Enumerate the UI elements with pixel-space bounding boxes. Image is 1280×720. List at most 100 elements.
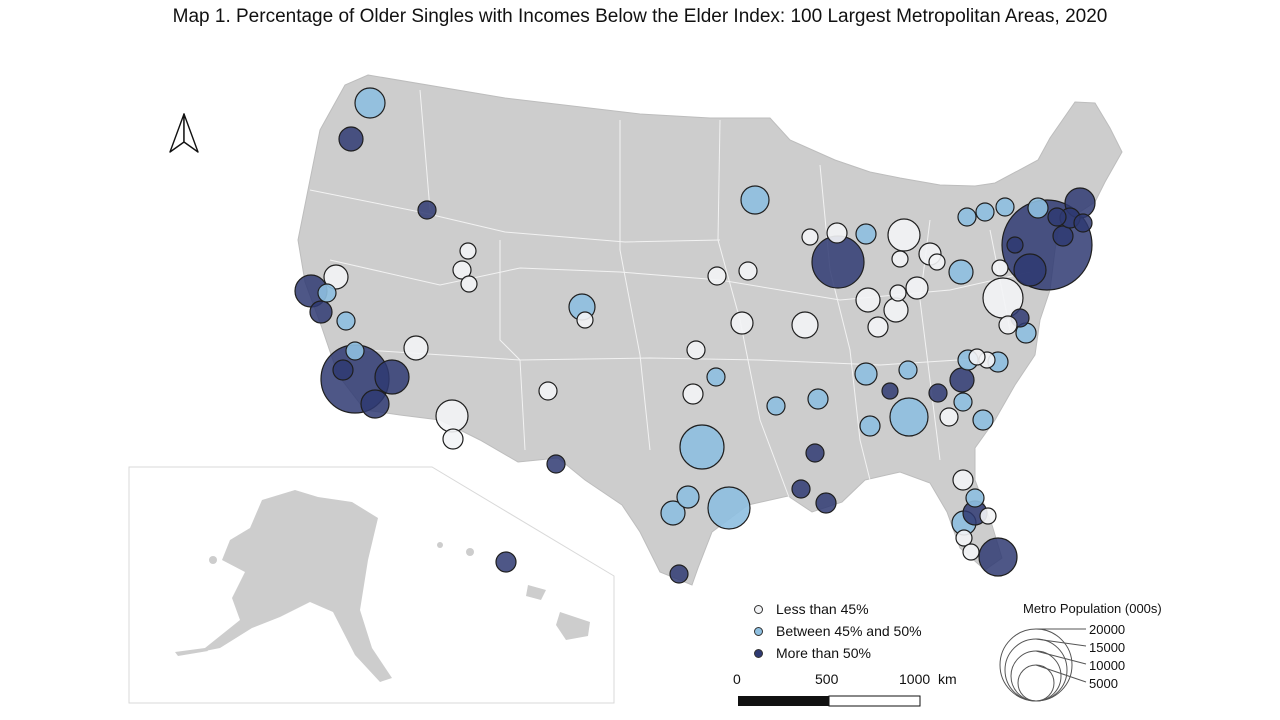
metro-circle-low bbox=[855, 287, 881, 313]
metro-circle-high bbox=[669, 564, 689, 584]
metro-circle-mid bbox=[948, 259, 974, 285]
size-leader bbox=[1035, 664, 1087, 683]
metro-circle-high bbox=[546, 454, 566, 474]
metro-circle-high bbox=[374, 359, 410, 395]
metro-circle-low bbox=[707, 266, 727, 286]
legend-swatch-low bbox=[754, 605, 763, 614]
size-circle-15000 bbox=[1004, 638, 1068, 702]
legend-swatch-mid bbox=[754, 627, 763, 636]
metro-circle-low bbox=[576, 311, 594, 329]
metro-circle-low bbox=[991, 259, 1009, 277]
metro-circle-mid bbox=[972, 409, 994, 431]
scale-unit: km bbox=[938, 671, 957, 687]
metro-circle-low bbox=[905, 276, 929, 300]
alaska-inset bbox=[128, 466, 615, 704]
metro-circle-low bbox=[686, 340, 706, 360]
metro-circle-low bbox=[968, 348, 986, 366]
metro-circle-low bbox=[867, 316, 889, 338]
scale-label-0: 0 bbox=[733, 671, 741, 687]
metro-circle-low bbox=[826, 222, 848, 244]
metro-circle-mid bbox=[995, 197, 1015, 217]
metro-circle-high bbox=[417, 200, 437, 220]
size-label-5000: 5000 bbox=[1089, 676, 1118, 691]
scale-label-1000: 1000 bbox=[899, 671, 931, 687]
metro-circle-low bbox=[452, 260, 472, 280]
metro-circle-high bbox=[495, 551, 517, 573]
metro-circle-low bbox=[887, 218, 921, 252]
metro-circle-mid bbox=[898, 360, 918, 380]
metro-circle-mid bbox=[1027, 197, 1049, 219]
metro-circle-high bbox=[1047, 207, 1067, 227]
metro-circle-high bbox=[978, 537, 1018, 577]
metro-circle-low bbox=[883, 297, 909, 323]
metro-circle-low bbox=[952, 469, 974, 491]
metro-circle-mid bbox=[855, 223, 877, 245]
metro-circle-mid bbox=[317, 283, 337, 303]
metro-circle-mid bbox=[807, 388, 829, 410]
metro-circle-mid bbox=[965, 488, 985, 508]
metro-circle-high bbox=[928, 383, 948, 403]
size-label-10000: 10000 bbox=[1089, 658, 1126, 673]
size-leader bbox=[1035, 638, 1087, 647]
metro-circle-low bbox=[801, 228, 819, 246]
metro-circle-mid bbox=[740, 185, 770, 215]
island bbox=[209, 556, 217, 564]
size-legend-circles bbox=[999, 628, 1087, 702]
metro-circle-high bbox=[815, 492, 837, 514]
metro-circle-low bbox=[791, 311, 819, 339]
metro-circle-mid bbox=[766, 396, 786, 416]
size-label-15000: 15000 bbox=[1089, 640, 1126, 655]
metro-circle-high bbox=[332, 359, 354, 381]
alaska-landmass bbox=[200, 490, 392, 682]
metro-circle-high bbox=[1013, 253, 1047, 287]
metro-circles bbox=[294, 87, 1096, 584]
metro-circle-high bbox=[338, 126, 364, 152]
metro-circle-low bbox=[460, 275, 478, 293]
metro-circle-low bbox=[998, 315, 1018, 335]
hawaii-island bbox=[556, 612, 590, 640]
metro-circle-high bbox=[805, 443, 825, 463]
metro-circle-mid bbox=[859, 415, 881, 437]
metro-circle-mid bbox=[354, 87, 386, 119]
metro-circle-mid bbox=[953, 392, 973, 412]
metro-circle-high bbox=[309, 300, 333, 324]
metro-circle-low bbox=[955, 529, 973, 547]
metro-circle-mid bbox=[706, 367, 726, 387]
north-arrow-icon bbox=[169, 113, 199, 153]
metro-circle-high bbox=[881, 382, 899, 400]
scale-bar-black bbox=[738, 696, 829, 706]
size-label-20000: 20000 bbox=[1089, 622, 1126, 637]
metro-circle-low bbox=[889, 284, 907, 302]
metro-circle-low bbox=[730, 311, 754, 335]
metro-circle-low bbox=[323, 264, 349, 290]
metro-circle-low bbox=[442, 428, 464, 450]
size-circle-10000 bbox=[1010, 650, 1062, 702]
metro-circle-mid bbox=[679, 424, 725, 470]
metro-circle-low bbox=[939, 407, 959, 427]
metro-circle-low bbox=[403, 335, 429, 361]
inset-frame bbox=[128, 466, 615, 704]
scale-bar-white bbox=[828, 695, 921, 707]
scale-label-500: 500 bbox=[815, 671, 839, 687]
metro-circle-low bbox=[738, 261, 758, 281]
aleutian-islands bbox=[175, 648, 208, 656]
metro-circle-mid bbox=[707, 486, 751, 530]
metro-circle-high bbox=[360, 389, 390, 419]
metro-circle-low bbox=[928, 253, 946, 271]
metro-circle-low bbox=[459, 242, 477, 260]
metro-circle-low bbox=[962, 543, 980, 561]
metro-circle-high bbox=[1073, 213, 1093, 233]
island bbox=[437, 542, 443, 548]
metro-circle-mid bbox=[660, 500, 686, 526]
legend-swatch-high bbox=[754, 649, 763, 658]
metro-circle-mid bbox=[854, 362, 878, 386]
metro-circle-high bbox=[949, 367, 975, 393]
metro-circle-mid bbox=[345, 341, 365, 361]
metro-circle-mid bbox=[975, 202, 995, 222]
metro-circle-high bbox=[1052, 225, 1074, 247]
size-leader bbox=[1035, 650, 1087, 665]
size-circle-5000 bbox=[1017, 664, 1055, 702]
island bbox=[466, 548, 474, 556]
size-legend-title: Metro Population (000s) bbox=[1023, 601, 1162, 616]
